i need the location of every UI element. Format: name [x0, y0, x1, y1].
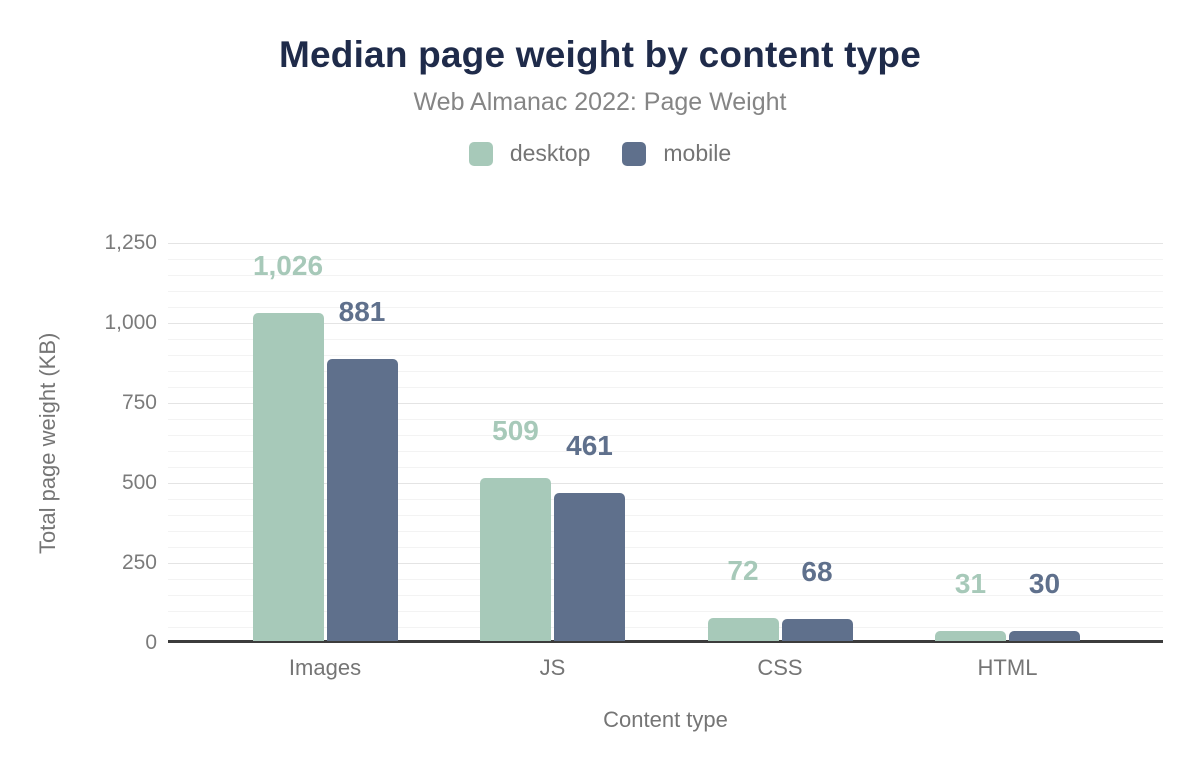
y-tick-label: 1,250: [104, 231, 157, 254]
chart-title: Median page weight by content type: [278, 34, 922, 75]
bar-mobile-js: [554, 493, 625, 641]
bar-desktop-html: [935, 631, 1006, 641]
minor-gridline: [168, 499, 1163, 500]
value-label-mobile-js: 461: [566, 430, 613, 461]
minor-gridline: [168, 579, 1163, 580]
x-axis-line: [168, 640, 1163, 643]
minor-gridline: [168, 531, 1163, 532]
minor-gridline: [168, 371, 1163, 372]
value-label-mobile-images: 881: [338, 296, 386, 327]
minor-gridline: [168, 387, 1163, 388]
bar-mobile-html: [1009, 631, 1080, 641]
bar-desktop-css: [707, 618, 779, 641]
legend: desktop mobile: [0, 140, 1200, 167]
minor-gridline: [168, 467, 1163, 468]
major-gridline: [168, 483, 1163, 484]
page: { "header": { "title": "Median page weig…: [0, 34, 1200, 776]
minor-gridline: [168, 307, 1163, 308]
legend-item-desktop: desktop: [468, 140, 591, 167]
y-tick-label: 1,000: [104, 311, 157, 334]
plot-area: Total page weight (KB) Content type 0 250…: [35, 231, 1163, 732]
category-label: HTML: [977, 655, 1038, 680]
bar-desktop-images: [252, 313, 324, 641]
bar-desktop-js: [480, 478, 551, 641]
minor-gridline: [168, 435, 1163, 436]
legend-label-mobile: mobile: [663, 140, 732, 166]
minor-gridline: [168, 547, 1163, 548]
minor-gridline: [168, 627, 1163, 628]
bar-mobile-images: [326, 359, 398, 641]
minor-gridline: [168, 291, 1163, 292]
y-axis-title: Total page weight (KB): [35, 332, 60, 554]
legend-item-mobile: mobile: [622, 140, 731, 167]
minor-gridline: [168, 611, 1163, 612]
minor-gridline: [168, 595, 1163, 596]
chart-header: Median page weight by content type Web A…: [0, 34, 1200, 167]
minor-gridline: [168, 355, 1163, 356]
y-tick-label: 0: [145, 631, 157, 654]
minor-gridline: [168, 259, 1163, 260]
chart-subtitle: Web Almanac 2022: Page Weight: [413, 88, 787, 116]
major-gridline: [168, 563, 1163, 564]
major-gridline: [168, 403, 1163, 404]
legend-label-desktop: desktop: [509, 140, 591, 166]
minor-gridline: [168, 339, 1163, 340]
category-label: JS: [539, 655, 566, 680]
category-label: Images: [288, 655, 362, 680]
x-axis-title: Content type: [603, 707, 728, 732]
value-label-desktop-html: 31: [954, 568, 987, 599]
minor-gridline: [168, 275, 1163, 276]
y-tick-label: 750: [121, 391, 157, 414]
y-tick-label: 500: [121, 471, 157, 494]
value-label-mobile-css: 68: [801, 556, 833, 587]
minor-gridline: [168, 419, 1163, 420]
value-label-mobile-html: 30: [1028, 568, 1061, 599]
minor-gridline: [168, 515, 1163, 516]
category-label: CSS: [757, 655, 803, 680]
value-label-desktop-images: 1,026: [252, 250, 324, 281]
y-tick-label: 250: [121, 551, 157, 574]
major-gridline: [168, 243, 1163, 244]
value-label-desktop-css: 72: [727, 555, 759, 586]
legend-swatch-desktop-icon: [468, 141, 493, 166]
minor-gridline: [168, 451, 1163, 452]
value-label-desktop-js: 509: [492, 415, 539, 446]
bar-mobile-css: [781, 619, 853, 641]
major-gridline: [168, 323, 1163, 324]
legend-swatch-mobile-icon: [622, 141, 647, 166]
